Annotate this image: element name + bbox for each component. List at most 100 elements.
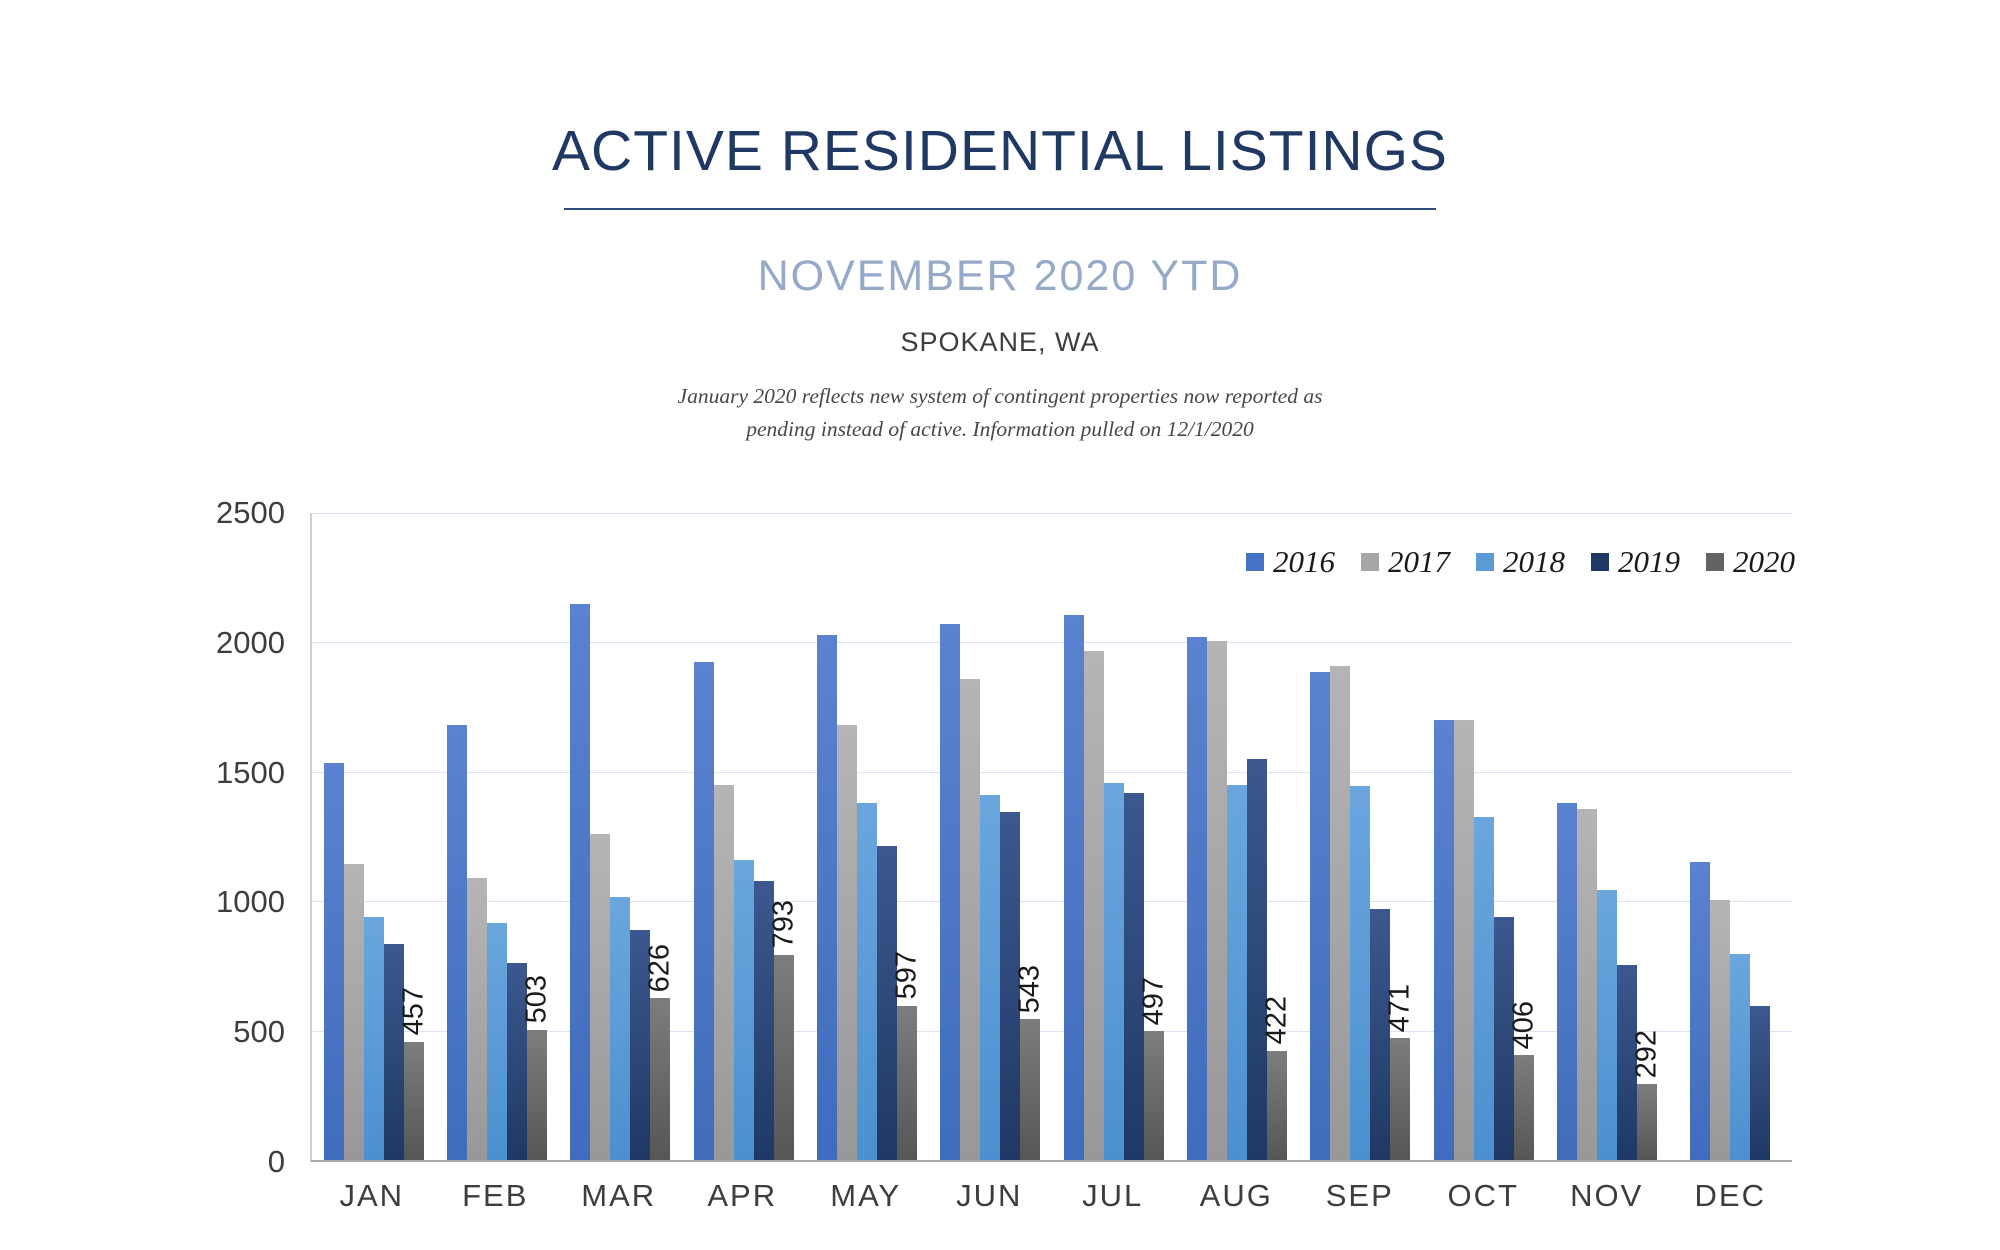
bar-group-nov: 292 <box>1545 513 1668 1160</box>
bar-2016-dec <box>1690 862 1711 1160</box>
bar-2019-aug <box>1246 758 1267 1160</box>
legend-label-2016: 2016 <box>1273 544 1335 579</box>
x-tick-label-jul: JUL <box>1082 1178 1144 1213</box>
bar-2019-mar <box>630 929 651 1160</box>
data-label-2020-may: 597 <box>890 951 923 1000</box>
data-label-2020-apr: 793 <box>767 900 800 949</box>
bar-group-feb: 503 <box>435 513 558 1160</box>
bar-2020-jun: 543 <box>1014 965 1046 1160</box>
bar-group-dec <box>1669 513 1792 1160</box>
bar-group-jun: 543 <box>929 513 1052 1160</box>
x-tick-label-may: MAY <box>830 1178 902 1213</box>
bar-2020-jan: 457 <box>397 987 429 1160</box>
bar-2020-sep: 471 <box>1384 984 1416 1160</box>
bar-2018-nov <box>1596 889 1617 1160</box>
bar-2017-nov <box>1576 809 1597 1160</box>
report-location: SPOKANE, WA <box>900 327 1100 357</box>
bar-2019-jan <box>383 943 404 1160</box>
report-period: NOVEMBER 2020 YTD <box>757 252 1243 300</box>
bar-2016-oct <box>1433 720 1454 1160</box>
bar-2018-jul <box>1103 783 1124 1160</box>
x-tick-label-mar: MAR <box>581 1178 657 1213</box>
bar-2016-may <box>816 634 837 1160</box>
data-label-2020-oct: 406 <box>1507 1000 1540 1049</box>
bar-group-mar: 626 <box>559 513 682 1160</box>
legend-swatch-icon-2020 <box>1706 553 1724 571</box>
bar-2018-jun <box>980 795 1001 1160</box>
gridline-2500 <box>312 513 1792 514</box>
bar-group-jan: 457 <box>312 513 435 1160</box>
legend-label-2018: 2018 <box>1503 544 1565 579</box>
legend-label-2017: 2017 <box>1388 544 1450 579</box>
bar-2016-mar <box>570 603 591 1160</box>
legend-swatch-icon-2017 <box>1361 553 1379 571</box>
legend-label-2019: 2019 <box>1618 544 1680 579</box>
bar-2018-dec <box>1730 954 1751 1160</box>
x-tick-label-nov: NOV <box>1570 1178 1644 1213</box>
bar-2019-oct <box>1493 916 1514 1160</box>
bar-group-may: 597 <box>805 513 928 1160</box>
y-tick-label-0: 0 <box>267 1144 285 1179</box>
bar-2019-may <box>876 845 897 1160</box>
legend-item-2017: 2017 <box>1361 544 1450 580</box>
bar-2018-may <box>856 802 877 1160</box>
bar-2018-feb <box>486 923 507 1160</box>
title-underline <box>564 208 1436 210</box>
bar-2017-apr <box>713 784 734 1160</box>
bar-2017-jul <box>1083 651 1104 1160</box>
data-label-2020-nov: 292 <box>1630 1030 1663 1079</box>
bar-2018-sep <box>1350 786 1371 1160</box>
note-line-2: pending instead of active. Information p… <box>746 417 1254 441</box>
bar-group-aug: 422 <box>1175 513 1298 1160</box>
data-label-2020-mar: 626 <box>643 943 676 992</box>
bar-2019-sep <box>1370 908 1391 1160</box>
bar-2019-apr <box>753 880 774 1160</box>
legend-label-2020: 2020 <box>1733 544 1795 579</box>
data-label-2020-jun: 543 <box>1013 965 1046 1014</box>
bar-2018-jan <box>363 916 384 1160</box>
bar-group-apr: 793 <box>682 513 805 1160</box>
legend-item-2019: 2019 <box>1591 544 1680 580</box>
y-axis: 0 500 1000 1500 2000 2500 <box>0 495 295 1179</box>
bar-2020-jul: 497 <box>1137 977 1169 1160</box>
plot-area: 457 503 626 793 597 543 497 422 471 406 292 <box>310 513 1792 1162</box>
report-header: ACTIVE RESIDENTIAL LISTINGS NOVEMBER 202… <box>0 0 2000 446</box>
legend-item-2018: 2018 <box>1476 544 1565 580</box>
bar-2020-feb: 503 <box>520 975 552 1160</box>
y-tick-label-2000: 2000 <box>216 624 285 660</box>
x-tick-label-jun: JUN <box>956 1178 1023 1213</box>
bar-2017-sep <box>1330 665 1351 1160</box>
bar-2016-apr <box>693 661 714 1160</box>
bar-2019-feb <box>506 963 527 1160</box>
gridline-1000 <box>312 901 1792 903</box>
bar-2016-jan <box>323 762 344 1160</box>
bar-2019-nov <box>1616 964 1637 1160</box>
data-label-2020-aug: 422 <box>1260 996 1293 1045</box>
bar-2019-jun <box>1000 811 1021 1160</box>
y-tick-label-1000: 1000 <box>216 884 285 920</box>
x-tick-label-jan: JAN <box>339 1178 405 1213</box>
x-axis: JAN FEB MAR APR MAY JUN JUL AUG SEP OCT NOV DEC <box>310 1178 1792 1214</box>
bar-2016-jul <box>1063 615 1084 1160</box>
bar-2020-mar: 626 <box>644 944 676 1160</box>
bar-2019-jul <box>1123 792 1144 1160</box>
x-tick-label-oct: OCT <box>1447 1178 1519 1213</box>
data-label-2020-feb: 503 <box>520 975 553 1024</box>
bar-group-oct: 406 <box>1422 513 1545 1160</box>
data-label-2020-jul: 497 <box>1137 977 1170 1026</box>
bar-2016-feb <box>446 725 467 1160</box>
bar-2017-jan <box>343 863 364 1160</box>
bar-2020-apr: 793 <box>767 900 799 1160</box>
legend-swatch-icon-2018 <box>1476 553 1494 571</box>
bar-2016-aug <box>1186 637 1207 1160</box>
bar-2020-nov: 292 <box>1630 1030 1662 1160</box>
bar-2016-jun <box>940 624 961 1160</box>
bar-2016-sep <box>1310 672 1331 1160</box>
x-tick-label-sep: SEP <box>1325 1178 1394 1213</box>
legend-swatch-icon-2019 <box>1591 553 1609 571</box>
legend-item-2016: 2016 <box>1246 544 1335 580</box>
gridline-2000 <box>312 642 1792 644</box>
bar-2017-aug <box>1206 641 1227 1160</box>
note-line-1: January 2020 reflects new system of cont… <box>677 384 1323 408</box>
report-note: January 2020 reflects new system of cont… <box>0 380 2000 446</box>
